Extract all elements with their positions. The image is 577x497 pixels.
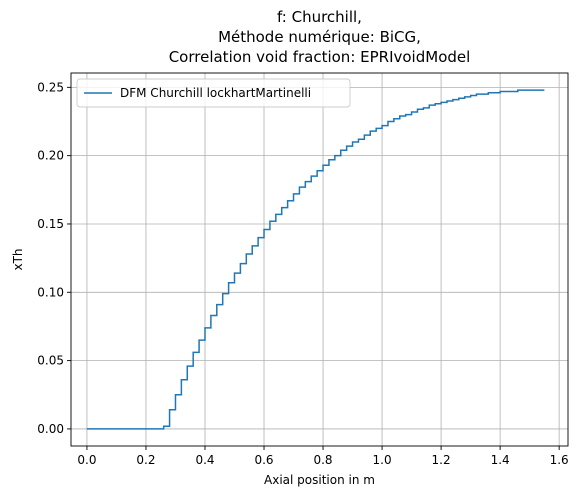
plot-frame	[70, 72, 569, 447]
x-tick-label: 0.2	[136, 453, 155, 467]
x-tick-label: 0.8	[313, 453, 332, 467]
x-tick-label: 1.2	[432, 453, 451, 467]
x-tick-label: 0.6	[254, 453, 273, 467]
y-tick-label: 0.10	[37, 285, 64, 299]
legend-entry: DFM Churchill lockhartMartinelli	[120, 86, 311, 100]
x-tick-label: 1.6	[550, 453, 569, 467]
y-tick-label: 0.05	[37, 354, 64, 368]
grid	[71, 73, 568, 446]
y-axis-label: xTh	[11, 248, 25, 270]
x-tick-label: 1.0	[373, 453, 392, 467]
y-axis-ticks: 0.00 0.05 0.10 0.15 0.20 0.25	[37, 80, 71, 436]
x-tick-label: 0.0	[77, 453, 96, 467]
y-tick-label: 0.25	[37, 80, 64, 94]
y-tick-label: 0.20	[37, 149, 64, 163]
series-group	[86, 89, 545, 430]
chart-title-line: Correlation void fraction: EPRIvoidModel	[169, 48, 471, 66]
y-tick-label: 0.00	[37, 422, 64, 436]
x-axis-ticks: 0.0 0.2 0.4 0.6 0.8 1.0 1.2 1.4 1.6	[77, 446, 569, 467]
chart-title-line: f: Churchill,	[277, 8, 362, 26]
x-tick-label: 0.4	[195, 453, 214, 467]
x-axis-label: Axial position in m	[264, 473, 375, 487]
plot-area	[71, 73, 568, 446]
chart-title: f: Churchill, Méthode numérique: BiCG, Cor…	[169, 8, 471, 66]
y-tick-label: 0.15	[37, 217, 64, 231]
x-tick-label: 1.4	[491, 453, 510, 467]
legend-box	[76, 78, 351, 108]
legend: DFM Churchill lockhartMartinelli	[76, 78, 351, 108]
series-line	[86, 89, 545, 430]
chart-title-line: Méthode numérique: BiCG,	[218, 28, 421, 46]
